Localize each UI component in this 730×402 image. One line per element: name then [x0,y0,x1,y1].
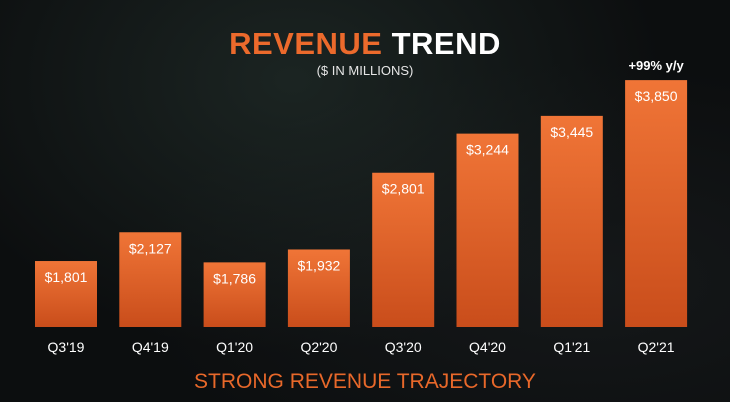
bar [287,249,350,327]
bar-value-label: $1,801 [45,269,88,285]
title-revenue: REVENUE [229,26,383,61]
bar-value-label: $3,244 [466,142,509,158]
bar [456,133,519,327]
bar-value-label: $2,801 [382,181,425,197]
growth-annotation: +99% y/y [628,58,684,73]
footer-tagline: STRONG REVENUE TRAJECTORY [194,370,536,393]
bar [625,80,688,328]
x-tick-label: Q2'21 [638,339,675,355]
x-tick-label: Q1'21 [553,339,590,355]
bar-value-label: $1,786 [213,270,256,286]
bar [203,262,266,327]
x-tick-label: Q2'20 [300,339,337,355]
bar-value-label: $3,850 [635,88,678,104]
bar [372,172,435,327]
x-tick-label: Q4'20 [469,339,506,355]
bar [119,232,182,327]
bar-value-label: $2,127 [129,240,172,256]
x-tick-label: Q3'19 [48,339,85,355]
bar-value-label: $1,932 [297,257,340,273]
title-trend: TREND [391,26,501,61]
bar [35,261,97,327]
x-tick-label: Q1'20 [216,339,253,355]
bar-group: $1,801 Q3'19 $2,127 Q4'19 $1,786 Q1'20 $1,932 Q… [35,58,688,355]
bar [540,115,603,328]
page-title: REVENUE TREND [0,26,730,62]
x-tick-label: Q4'19 [132,339,169,355]
subtitle: ($ IN MILLIONS) [316,63,414,78]
x-tick-label: Q3'20 [385,339,422,355]
bar-value-label: $3,445 [550,124,593,140]
